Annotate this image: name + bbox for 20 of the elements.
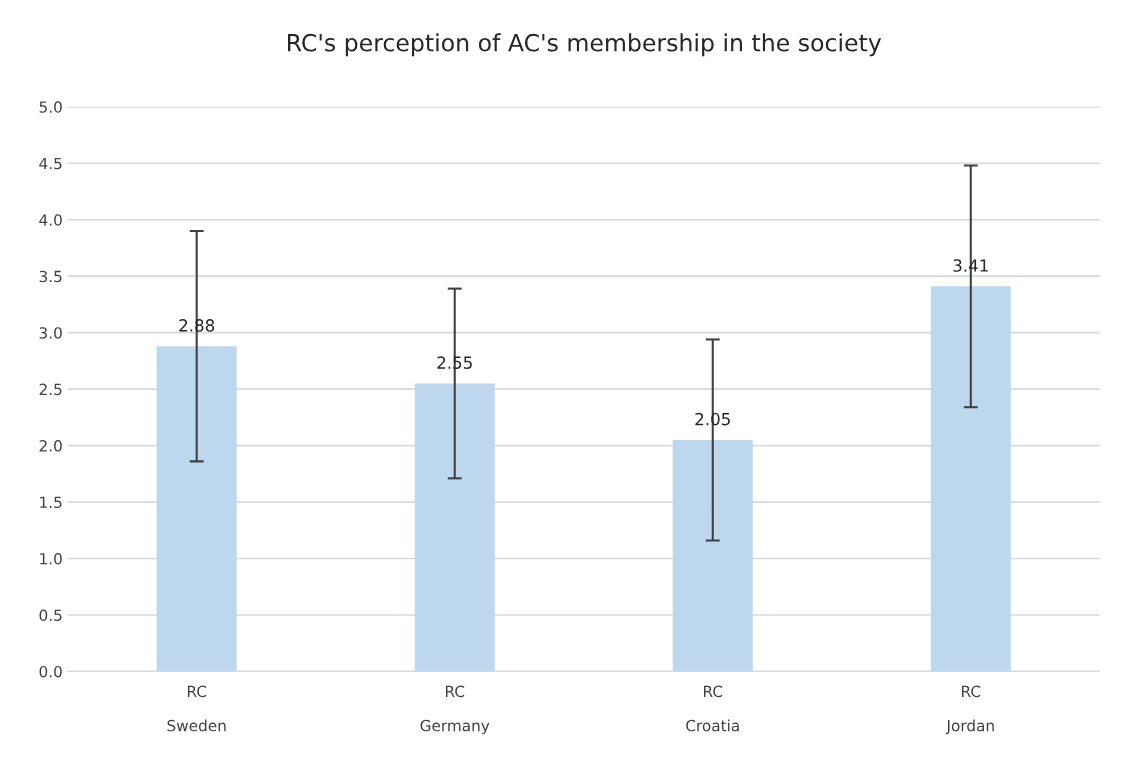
bar — [156, 346, 237, 672]
chart-title: RC's perception of AC's membership in the society — [288, 33, 882, 57]
y-tick-label: 3.5 — [39, 270, 62, 283]
y-tick-label: 0.5 — [39, 609, 62, 621]
y-tick-label: 2.5 — [39, 383, 62, 396]
bar — [930, 286, 1011, 672]
y-tick-label: 3.0 — [39, 327, 62, 339]
bar — [414, 383, 495, 672]
y-tick-label: 4.5 — [39, 157, 62, 170]
y-tick-label: 1.5 — [40, 496, 62, 509]
y-tick-label: 4.0 — [39, 214, 62, 226]
category-label: RC Jordan — [945, 685, 994, 735]
y-tick-label: 1.0 — [40, 552, 62, 565]
category-label: RC Germany — [420, 685, 490, 735]
category-label: RC Sweden — [167, 685, 226, 732]
y-tick-label: 2.0 — [39, 440, 62, 452]
bar — [672, 439, 753, 672]
y-tick-label: 0.0 — [39, 665, 62, 678]
category-label: RC Croatia — [686, 685, 739, 732]
y-tick-label: 5.0 — [39, 101, 62, 113]
